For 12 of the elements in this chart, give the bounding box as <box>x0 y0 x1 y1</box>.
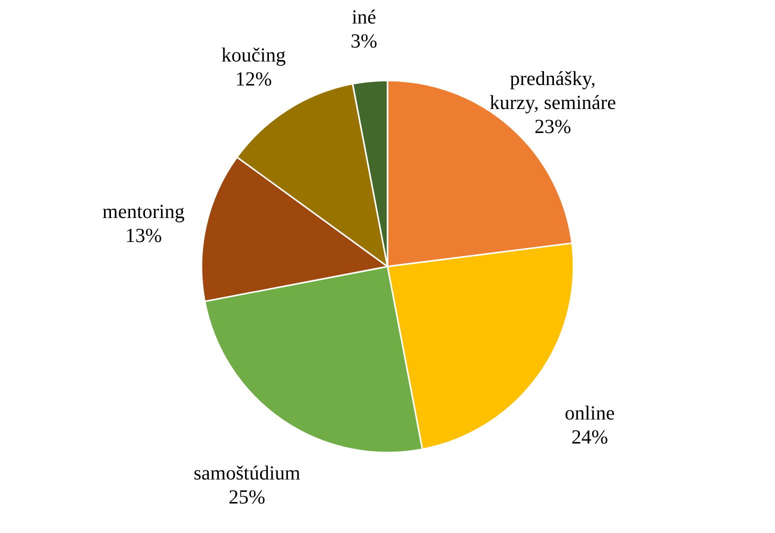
data-label: 24% <box>571 426 608 448</box>
data-label: 12% <box>235 68 272 90</box>
slice-label: koučing <box>221 44 286 66</box>
data-label: 23% <box>534 116 572 138</box>
slice-label: mentoring <box>102 200 185 223</box>
slice-label: iné <box>352 6 376 29</box>
data-label: 13% <box>125 224 162 247</box>
data-label: 25% <box>228 486 266 508</box>
slice-label: samoštúdium <box>194 462 301 484</box>
slice-label: prednášky, kurzy, semináre <box>490 68 616 114</box>
data-label: 3% <box>350 30 378 53</box>
slice-label: online <box>564 402 615 424</box>
